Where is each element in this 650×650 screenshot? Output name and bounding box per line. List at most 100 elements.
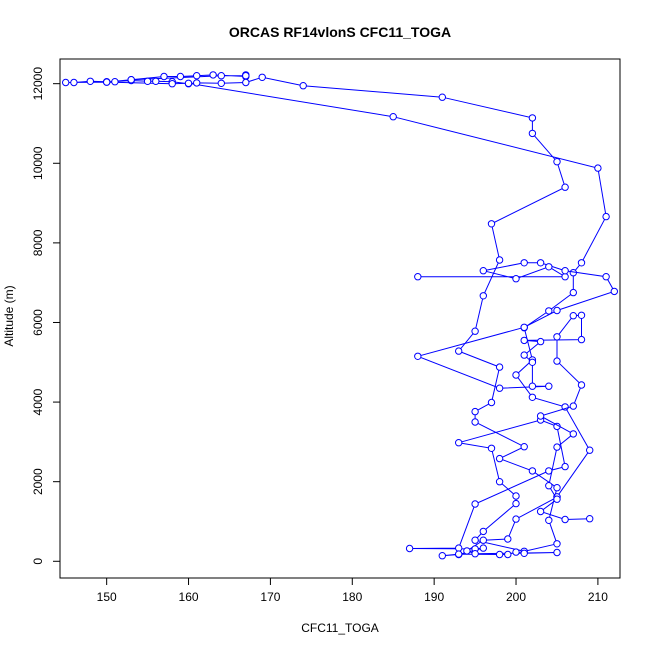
data-point: [553, 443, 561, 451]
data-point: [160, 72, 168, 81]
data-point: [471, 550, 479, 558]
data-point: [479, 544, 487, 552]
x-tick-label: 160: [179, 590, 199, 604]
data-point: [86, 77, 95, 86]
data-point: [414, 352, 422, 360]
data-point: [242, 72, 250, 80]
data-point: [455, 544, 463, 552]
data-point: [553, 484, 561, 492]
data-point: [545, 482, 553, 490]
data-point: [242, 78, 250, 87]
data-point: [553, 333, 561, 341]
data-point: [545, 307, 553, 315]
data-point: [193, 72, 201, 80]
data-point: [553, 548, 561, 557]
data-point: [405, 544, 414, 553]
data-point: [209, 71, 217, 79]
series-2: [414, 259, 618, 524]
data-point: [70, 78, 78, 87]
data-point: [455, 550, 463, 558]
y-tick-label: 0: [31, 558, 45, 565]
data-point: [512, 492, 520, 500]
data-point: [61, 78, 70, 87]
data-point: [127, 76, 135, 84]
data-point: [111, 78, 119, 86]
data-point: [299, 82, 307, 90]
data-point: [569, 288, 577, 297]
data-point: [463, 547, 471, 555]
data-point: [512, 515, 520, 523]
data-point: [471, 418, 479, 426]
data-point: [479, 536, 487, 544]
data-point: [528, 358, 537, 366]
data-point: [520, 351, 528, 359]
data-point: [577, 335, 586, 344]
data-point: [520, 259, 528, 267]
x-tick-label: 180: [342, 590, 362, 604]
data-point: [168, 80, 176, 88]
series-layer: [61, 71, 618, 560]
data-point: [504, 535, 512, 543]
data-point: [610, 287, 618, 296]
y-axis-label: Altitude (m): [2, 285, 16, 346]
data-point: [487, 220, 496, 228]
data-point: [455, 347, 463, 355]
data-point: [495, 256, 504, 264]
data-point: [569, 312, 577, 320]
data-point: [520, 323, 528, 331]
x-tick-label: 200: [506, 590, 526, 604]
data-point: [495, 454, 504, 463]
y-tick-label: 6000: [31, 309, 45, 336]
data-point: [553, 306, 561, 315]
data-point: [512, 275, 520, 283]
data-point: [553, 158, 561, 166]
data-point: [553, 357, 561, 365]
data-point: [193, 79, 201, 87]
data-point: [389, 113, 397, 121]
data-point: [471, 536, 479, 544]
data-point: [520, 336, 528, 345]
data-point: [258, 73, 266, 82]
data-point: [577, 311, 586, 319]
data-point: [495, 384, 504, 392]
data-point: [561, 515, 569, 524]
data-point: [184, 79, 193, 88]
data-point: [504, 550, 512, 559]
data-point: [528, 129, 537, 138]
data-point: [103, 78, 111, 86]
data-point: [495, 550, 504, 559]
data-point: [577, 259, 586, 267]
series-line: [65, 74, 607, 557]
data-point: [602, 212, 610, 221]
data-point: [594, 164, 602, 172]
data-point: [577, 381, 586, 389]
y-tick-label: 12000: [31, 67, 45, 101]
data-point: [536, 337, 545, 346]
data-point: [561, 267, 569, 275]
data-point: [586, 515, 594, 523]
data-point: [536, 412, 545, 420]
data-point: [495, 363, 504, 371]
data-point: [438, 93, 446, 101]
data-point: [561, 183, 569, 191]
data-point: [438, 552, 446, 560]
x-tick-label: 210: [588, 590, 608, 604]
data-point: [143, 77, 152, 86]
x-tick-label: 150: [97, 590, 117, 604]
data-point: [561, 273, 569, 281]
data-point: [528, 467, 537, 475]
data-point: [586, 446, 594, 454]
series-1: [61, 71, 610, 560]
data-point: [217, 79, 226, 88]
data-point: [479, 267, 487, 275]
data-point: [471, 500, 479, 508]
data-point: [602, 273, 610, 281]
data-point: [512, 499, 520, 508]
x-tick-label: 170: [260, 590, 280, 604]
data-point: [512, 548, 520, 556]
data-point: [479, 292, 487, 300]
x-axis-label: CFC11_TOGA: [301, 621, 379, 635]
data-point: [553, 495, 561, 503]
